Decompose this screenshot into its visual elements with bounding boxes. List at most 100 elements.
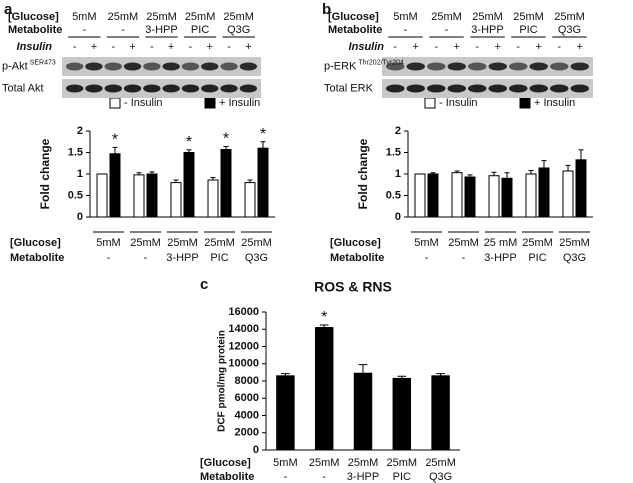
- x-tick-label: 25mM: [522, 237, 553, 249]
- x-tick-label: -: [322, 471, 326, 483]
- bar: [146, 173, 158, 218]
- error-bar: [504, 172, 510, 179]
- blot-band: [65, 62, 84, 71]
- chart-title: ROS & RNS: [314, 279, 392, 295]
- blot-row-superscript: Thr202/Tyr204: [358, 59, 404, 66]
- blot-band: [143, 62, 161, 71]
- bar: [220, 148, 232, 218]
- blot-band: [65, 84, 84, 93]
- error-bar: [149, 171, 155, 174]
- x-tick-label: 25mM: [425, 457, 456, 469]
- blot-band: [143, 84, 161, 93]
- significance-label: *: [260, 126, 266, 143]
- error-bar: [186, 149, 192, 153]
- x-tick-label: 25mM: [130, 237, 161, 249]
- panel-label: a: [4, 1, 13, 18]
- bar: [207, 179, 219, 218]
- blot-band: [488, 62, 507, 71]
- error-bar: [210, 176, 216, 181]
- y-tick-label: 0: [395, 211, 401, 223]
- bar: [488, 175, 500, 218]
- insulin-level: +: [413, 41, 419, 53]
- blot-band: [220, 84, 238, 93]
- significance-label: *: [321, 309, 327, 326]
- bar: [170, 182, 182, 218]
- error-bar: [281, 373, 290, 376]
- x-tick-label: 3-HPP: [166, 252, 198, 264]
- x-tick-label: -: [284, 471, 288, 483]
- glucose-label: [Glucose]: [8, 11, 59, 23]
- bar: [314, 327, 334, 451]
- y-tick-label: 14000: [228, 323, 259, 335]
- blot-glucose: 25mM: [146, 11, 177, 23]
- bar: [96, 173, 108, 218]
- error-bar: [430, 172, 436, 174]
- x-tick-label: 3-HPP: [347, 471, 379, 483]
- error-bar: [528, 170, 534, 174]
- insulin-level: -: [111, 41, 115, 53]
- error-bar: [260, 141, 266, 149]
- blot-band: [386, 84, 405, 93]
- x-tick-label: 25mM: [448, 237, 479, 249]
- insulin-level: +: [495, 41, 501, 53]
- x-tick-label: 25mM: [167, 237, 198, 249]
- error-bar: [541, 160, 547, 168]
- bar: [414, 173, 426, 218]
- error-bar: [319, 324, 329, 328]
- x-tick-label: 25 mM: [484, 237, 518, 249]
- insulin-level: +: [245, 41, 251, 53]
- metabolite-label: Metabolite: [10, 252, 64, 264]
- blot-glucose: 25mM: [554, 11, 585, 23]
- bar: [109, 153, 121, 218]
- blot-metabolite: 3-HPP: [145, 24, 177, 36]
- y-tick-label: 1: [395, 168, 401, 180]
- insulin-level: +: [577, 41, 583, 53]
- significance-label: *: [112, 132, 118, 149]
- blot-band: [570, 84, 589, 93]
- bar: [276, 375, 295, 451]
- x-tick-label: 5mM: [273, 457, 297, 469]
- x-tick-label: 25mM: [204, 237, 235, 249]
- metabolite-label: Metabolite: [328, 24, 382, 36]
- insulin-level: -: [73, 41, 77, 53]
- x-tick-label: -: [107, 252, 111, 264]
- blot-row-label: p-Akt: [2, 60, 28, 72]
- blot-band: [529, 62, 548, 71]
- blot-glucose: 25mM: [185, 11, 216, 23]
- error-bar: [136, 172, 142, 175]
- y-tick-label: 12000: [228, 340, 259, 352]
- blot-band: [104, 62, 122, 71]
- insulin-level: -: [434, 41, 438, 53]
- blot-metabolite: PIC: [519, 24, 537, 36]
- blot-metabolite: Q3G: [227, 24, 250, 36]
- blot-strip: [62, 57, 261, 76]
- blot-band: [104, 84, 122, 93]
- blot-band: [239, 84, 258, 93]
- metabolite-label: Metabolite: [200, 471, 254, 483]
- blot-band: [123, 62, 142, 71]
- bar: [133, 174, 145, 218]
- blot-row-superscript: SER473: [30, 59, 56, 66]
- x-tick-label: Q3G: [429, 471, 452, 483]
- error-bar: [247, 179, 253, 183]
- blot-band: [509, 84, 528, 93]
- blot-band: [447, 84, 466, 93]
- panel-label: c: [200, 276, 208, 293]
- insulin-level: -: [393, 41, 397, 53]
- blot-strip: [382, 57, 593, 76]
- blot-band: [550, 84, 569, 93]
- insulin-level: -: [516, 41, 520, 53]
- bar: [575, 159, 587, 218]
- blot-band: [406, 62, 425, 71]
- blot-metabolite: -: [404, 24, 408, 36]
- error-bar: [454, 170, 460, 173]
- y-axis-label: Fold change: [356, 138, 370, 209]
- insulin-label: Insulin: [17, 41, 53, 53]
- blot-glucose: 25mM: [472, 11, 503, 23]
- y-tick-label: 1.5: [68, 146, 83, 158]
- blot-band: [427, 84, 446, 93]
- y-tick-label: 0: [77, 211, 83, 223]
- legend-swatch: [109, 97, 121, 109]
- error-bar: [112, 146, 118, 154]
- blot-glucose: 25mM: [108, 11, 139, 23]
